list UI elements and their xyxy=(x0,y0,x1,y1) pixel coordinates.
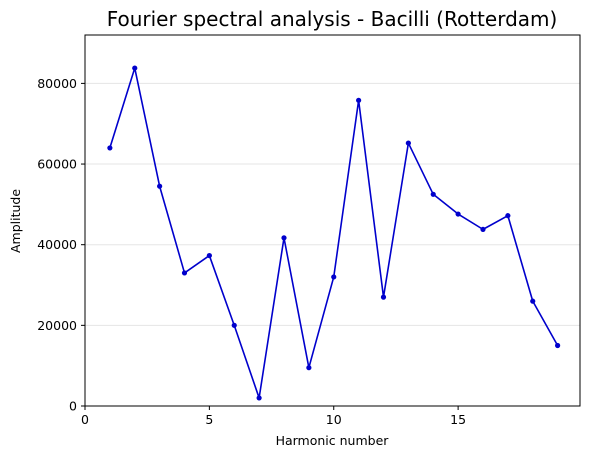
grid-lines xyxy=(85,82,580,326)
plot-frame xyxy=(84,34,581,407)
data-point xyxy=(530,298,536,304)
axes: 0 5 10 15 0 20000 40000 60000 80000 xyxy=(37,34,581,427)
y-tick-label: 80000 xyxy=(37,76,77,91)
chart-title: Fourier spectral analysis - Bacilli (Rot… xyxy=(107,7,558,31)
data-point xyxy=(306,365,312,371)
data-point xyxy=(380,294,387,300)
data-point xyxy=(206,252,212,259)
y-tick-label: 20000 xyxy=(37,318,77,333)
data-point xyxy=(181,270,188,276)
data-point xyxy=(331,274,337,280)
series-layer xyxy=(107,65,561,401)
data-point xyxy=(132,65,138,71)
data-point xyxy=(480,226,486,232)
x-tick-label: 5 xyxy=(205,412,213,427)
x-tick-label: 10 xyxy=(326,412,342,427)
data-point xyxy=(555,342,561,349)
x-tick-label: 0 xyxy=(81,412,89,427)
y-tick-label: 40000 xyxy=(37,237,77,252)
data-point xyxy=(455,211,461,217)
data-point xyxy=(256,395,262,401)
data-point xyxy=(157,183,163,189)
x-axis-label: Harmonic number xyxy=(276,433,390,448)
x-tick-label: 15 xyxy=(450,412,466,427)
y-tick-label: 60000 xyxy=(37,157,77,172)
y-tick-label: 0 xyxy=(69,399,77,414)
y-axis-label: Amplitude xyxy=(8,189,23,253)
data-point xyxy=(505,213,511,219)
data-point xyxy=(281,235,287,241)
series-line xyxy=(109,67,559,399)
data-point xyxy=(356,97,362,103)
data-point xyxy=(107,145,113,151)
data-point xyxy=(430,191,436,197)
data-point xyxy=(405,140,411,146)
data-point xyxy=(231,322,237,328)
